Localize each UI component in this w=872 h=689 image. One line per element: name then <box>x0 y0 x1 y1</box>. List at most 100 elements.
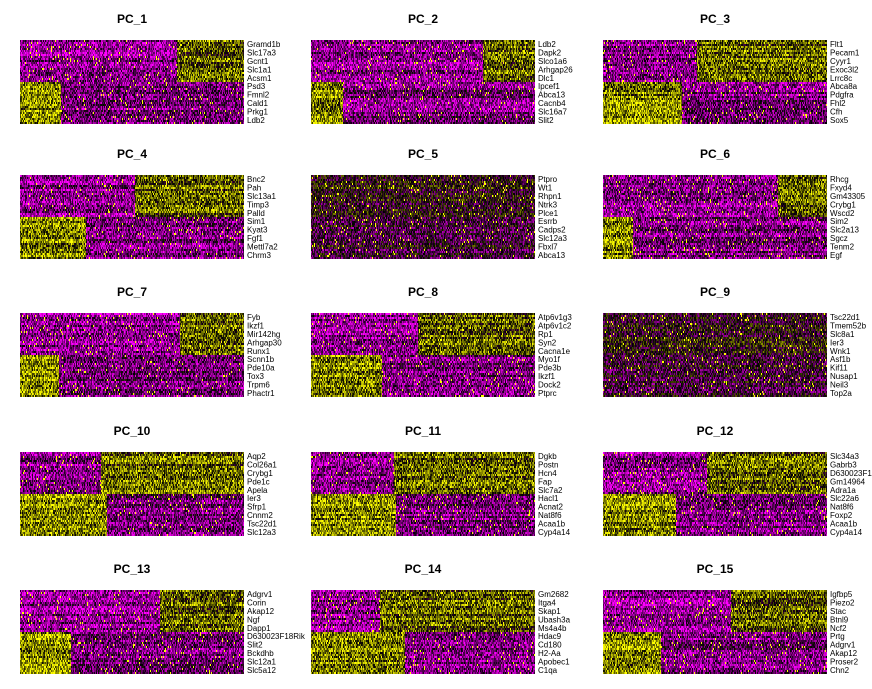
gene-label: Nusap1 <box>830 372 858 381</box>
gene-label: C1qa <box>538 666 558 675</box>
gene-label: Ldb2 <box>247 116 265 125</box>
heatmap: Slc34a3Gabrb3D630023F18RikGm14964Adra1aS… <box>603 452 872 537</box>
gene-label: Abca13 <box>538 251 566 260</box>
gene-label: Gm43305 <box>830 192 866 201</box>
panel-title: PC_3 <box>699 12 731 26</box>
gene-label: Cnnm2 <box>247 511 273 520</box>
panel-title: PC_5 <box>407 147 439 161</box>
gene-label: Arhgap26 <box>538 65 573 74</box>
gene-label: Esrrb <box>538 217 558 226</box>
gene-label: Aqp2 <box>247 452 266 461</box>
gene-label: Cyyr1 <box>830 57 851 66</box>
heatmap-panel: PC_1 Gramd1b Slc17a3 Gcnt1 Slc1a1 Acsm1 Psd3 Fm… <box>20 12 334 125</box>
gene-label: Plce1 <box>538 209 559 218</box>
gene-label: Fxyd4 <box>830 184 852 193</box>
gene-label: Cadps2 <box>538 226 566 235</box>
gene-label: D630023F18Rik <box>830 469 872 478</box>
gene-label: Pde10a <box>247 364 275 373</box>
panel-title: PC_8 <box>407 285 439 299</box>
gene-label: Neil3 <box>830 380 849 389</box>
gene-label: Gabrb3 <box>830 461 857 470</box>
gene-label: Prkg1 <box>247 107 268 116</box>
gene-label: Btnl9 <box>830 615 849 624</box>
gene-label: H2-Aa <box>538 649 561 658</box>
gene-label: Palld <box>247 209 265 218</box>
gene-label: Gcnt1 <box>247 57 269 66</box>
gene-label: Crybg1 <box>830 200 856 209</box>
heatmap: PtproWt1Rhpn1Ntrk3Plce1EsrrbCadps2Slc12a… <box>311 175 567 260</box>
gene-label: Runx1 <box>247 347 271 356</box>
gene-label: Cyp4a14 <box>538 528 571 537</box>
gene-label: Phactr1 <box>247 389 275 398</box>
gene-label: Slc34a3 <box>830 452 859 461</box>
gene-label: Adgrv1 <box>830 641 856 650</box>
gene-label: Sim1 <box>247 217 266 226</box>
gene-label: Bnc2 <box>247 175 266 184</box>
gene-label: Ier3 <box>830 338 844 347</box>
gene-label: Gm14964 <box>830 477 866 486</box>
gene-label: Kyat3 <box>247 226 268 235</box>
heatmap-cells <box>311 313 535 397</box>
heatmap-panel: PC_9 Tsc22d1 Tmem52b Slc8a1 Ier3 Wnk1 Asf1b Kif… <box>603 285 872 398</box>
heatmap-panel: PC_7 Fyb Ikzf1 Mir142hg Arhgap30 Runx1 Scnn1b P… <box>20 285 334 398</box>
panel-title: PC_14 <box>404 562 442 576</box>
gene-label: Ngf <box>247 615 260 624</box>
gene-label: Slc17a3 <box>247 49 276 58</box>
gene-label: Ncf2 <box>830 624 847 633</box>
gene-label: Adra1a <box>830 486 856 495</box>
gene-label: Acsm1 <box>247 74 272 83</box>
gene-label: Fhl2 <box>830 99 846 108</box>
gene-label: Adgrv1 <box>247 590 273 599</box>
gene-label: Wt1 <box>538 184 553 193</box>
gene-label: Fbxl7 <box>538 242 558 251</box>
gene-label: Slco1a6 <box>538 57 567 66</box>
gene-label: Tox3 <box>247 372 264 381</box>
gene-label: Stac <box>830 607 846 616</box>
gene-label: Ms4a4b <box>538 624 567 633</box>
heatmap-panel: PC_8 Atp6v1g3 Atp6v1c2 Rp1 Syn2 Cacna1e Myo1f P… <box>311 285 625 398</box>
heatmap-cells <box>20 590 244 674</box>
gene-label: Scnn1b <box>247 355 275 364</box>
gene-label: Fmnl2 <box>247 91 270 100</box>
gene-label: Ptprc <box>538 389 557 398</box>
gene-label: Proser2 <box>830 657 859 666</box>
gene-label: Cyp4a14 <box>830 528 863 537</box>
gene-label: Pecam1 <box>830 49 860 58</box>
gene-label: Tenm2 <box>830 242 855 251</box>
gene-label: Asf1b <box>830 355 851 364</box>
heatmap: Ldb2Dapk2Slco1a6Arhgap26Dlc1Ipcef1Abca13… <box>311 40 573 125</box>
gene-label: Pah <box>247 184 261 193</box>
gene-label: Ldb2 <box>538 40 556 49</box>
gene-label: Acnat2 <box>538 503 563 512</box>
gene-label: Tsc22d1 <box>247 519 277 528</box>
gene-label: Ier3 <box>247 494 261 503</box>
heatmap-panel: PC_13 Adgrv1 Corin Akap12 Ngf Dapp1 D630023F18… <box>20 562 334 675</box>
heatmap-panel: PC_5 Ptpro Wt1 Rhpn1 Ntrk3 Plce1 Esrrb Cadps2 Sl… <box>311 147 625 260</box>
gene-label: Mir142hg <box>247 330 280 339</box>
heatmap: Bnc2PahSlc13a1Timp3PalldSim1Kyat3Fgf1Met… <box>20 175 278 260</box>
gene-label: Fgf1 <box>247 234 264 243</box>
gene-label: Slc2a13 <box>830 226 859 235</box>
gene-label: Sim2 <box>830 217 849 226</box>
gene-label: Igfbp5 <box>830 590 853 599</box>
heatmap-cells <box>20 313 244 397</box>
gene-label: Pde3b <box>538 364 562 373</box>
gene-label: Sfrp1 <box>247 503 267 512</box>
gene-label: Fap <box>538 477 552 486</box>
gene-label: Ikzf1 <box>538 372 555 381</box>
heatmap: Igfbp5Piezo2StacBtnl9Ncf2PrtgAdgrv1Akap1… <box>603 590 859 675</box>
heatmap-cells <box>20 452 244 536</box>
heatmap-cells <box>603 313 827 397</box>
heatmap-panel: PC_12 Slc34a3Gabrb3D630023F18RikGm14964Ad… <box>603 424 872 537</box>
gene-label: Psd3 <box>247 82 266 91</box>
gene-label: Skap1 <box>538 607 561 616</box>
gene-label: Slit2 <box>247 641 263 650</box>
gene-label: Wnk1 <box>830 347 851 356</box>
gene-label: Col26a1 <box>247 461 277 470</box>
gene-label: Slit2 <box>538 116 554 125</box>
gene-label: Prtg <box>830 632 845 641</box>
heatmap: Tsc22d1Tmem52bSlc8a1Ier3Wnk1Asf1bKif11Nu… <box>603 313 867 398</box>
gene-label: Piezo2 <box>830 599 855 608</box>
gene-label: Syn2 <box>538 338 557 347</box>
gene-label: Hdac9 <box>538 632 562 641</box>
